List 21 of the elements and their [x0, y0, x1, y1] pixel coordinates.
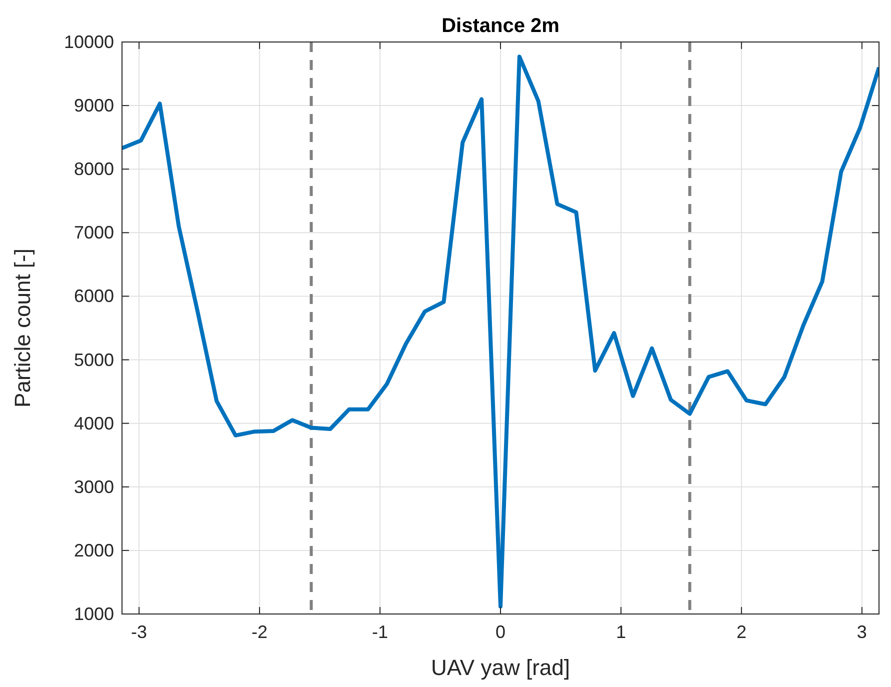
x-axis-title: UAV yaw [rad]: [431, 655, 570, 680]
line-series: [122, 54, 879, 608]
x-tick-label: 0: [495, 622, 506, 642]
y-tick-label: 2000: [74, 540, 114, 560]
x-tick-label: 2: [736, 622, 746, 642]
y-tick-label: 8000: [74, 159, 114, 180]
x-tick-label: 3: [856, 622, 867, 642]
y-tick-label: 9000: [74, 96, 114, 116]
y-tick-label: 6000: [74, 286, 114, 306]
x-tick-label: -2: [252, 622, 268, 642]
y-tick-label: 1000: [74, 604, 114, 624]
y-tick-label: 3000: [74, 476, 114, 497]
y-tick-label: 4000: [74, 413, 114, 434]
y-tick-label: 7000: [74, 222, 114, 243]
y-axis-title: Particle count [-]: [10, 248, 35, 408]
chart-title: Distance 2m: [442, 15, 560, 37]
x-tick-label: -1: [372, 622, 388, 642]
y-tick-label: 10000: [64, 32, 114, 52]
y-tick-label: 5000: [74, 350, 114, 370]
x-tick-label: 1: [616, 622, 626, 642]
x-tick-label: -3: [131, 622, 148, 642]
